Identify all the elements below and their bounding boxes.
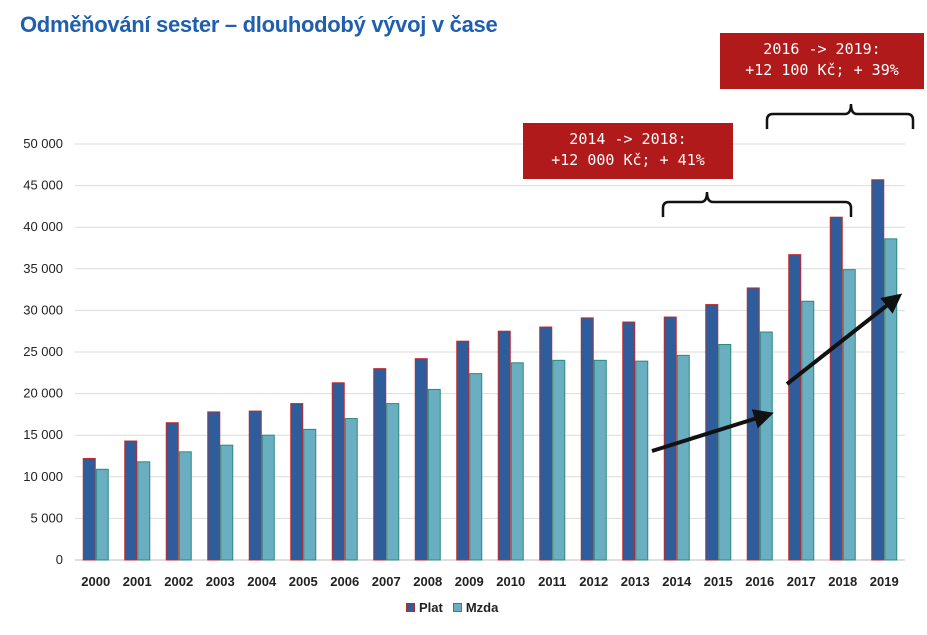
y-tick-label: 20 000 bbox=[23, 386, 63, 401]
bar-mzda bbox=[469, 373, 483, 561]
bars bbox=[82, 179, 898, 561]
callout-2016-line2: +12 100 Kč; + 39% bbox=[745, 61, 899, 79]
trend-arrow bbox=[785, 293, 903, 386]
y-tick-label: 30 000 bbox=[23, 302, 63, 317]
y-tick-label: 45 000 bbox=[23, 178, 63, 193]
bar-plat bbox=[539, 326, 553, 561]
bar-mzda bbox=[427, 388, 441, 561]
x-tick-label: 2006 bbox=[330, 574, 359, 589]
bar-plat bbox=[82, 457, 96, 561]
callout-2014-line2: +12 000 Kč; + 41% bbox=[551, 151, 705, 169]
x-tick-label: 2018 bbox=[828, 574, 857, 589]
bar-plat bbox=[746, 287, 760, 561]
legend-item-mzda: Mzda bbox=[452, 600, 499, 615]
x-tick-label: 2016 bbox=[745, 574, 774, 589]
bar-plat bbox=[788, 254, 802, 561]
bar-mzda bbox=[801, 300, 815, 561]
x-tick-label: 2007 bbox=[372, 574, 401, 589]
bar-plat bbox=[871, 179, 885, 561]
bar-plat bbox=[165, 422, 179, 561]
callout-2016-line1: 2016 -> 2019: bbox=[763, 40, 881, 58]
x-tick-label: 2000 bbox=[81, 574, 110, 589]
y-tick-label: 35 000 bbox=[23, 261, 63, 276]
x-tick-label: 2019 bbox=[870, 574, 899, 589]
x-tick-label: 2002 bbox=[164, 574, 193, 589]
x-tick-label: 2003 bbox=[206, 574, 235, 589]
y-tick-label: 40 000 bbox=[23, 219, 63, 234]
legend-label-plat: Plat bbox=[419, 600, 443, 615]
bar-mzda bbox=[220, 444, 234, 561]
trend-arrow bbox=[651, 409, 774, 453]
bar-plat bbox=[414, 358, 428, 561]
annotation-shapes bbox=[651, 103, 915, 453]
y-tick-label: 0 bbox=[56, 552, 63, 567]
bar-plat bbox=[207, 411, 221, 561]
x-tick-label: 2015 bbox=[704, 574, 733, 589]
bar-plat bbox=[124, 440, 138, 561]
gridlines bbox=[75, 143, 905, 561]
bar-mzda bbox=[178, 451, 192, 561]
bar-plat bbox=[497, 330, 511, 561]
x-tick-label: 2004 bbox=[247, 574, 277, 589]
bar-mzda bbox=[635, 360, 649, 561]
bar-mzda bbox=[510, 362, 524, 561]
bar-plat bbox=[373, 368, 387, 561]
bar-mzda bbox=[884, 238, 898, 561]
brace bbox=[765, 103, 915, 129]
callout-2014-2018: 2014 -> 2018: +12 000 Kč; + 41% bbox=[523, 123, 733, 179]
x-tick-label: 2013 bbox=[621, 574, 650, 589]
legend-label-mzda: Mzda bbox=[465, 600, 499, 615]
bar-mzda bbox=[676, 354, 690, 561]
brace bbox=[661, 191, 853, 217]
bar-plat bbox=[456, 340, 470, 561]
legend-swatch-mzda bbox=[452, 603, 462, 612]
y-tick-label: 5 000 bbox=[30, 510, 63, 525]
bar-mzda bbox=[303, 428, 317, 561]
y-tick-label: 10 000 bbox=[23, 469, 63, 484]
bar-plat bbox=[829, 216, 843, 561]
bar-mzda bbox=[344, 418, 358, 561]
y-tick-label: 50 000 bbox=[23, 136, 63, 151]
x-tick-label: 2014 bbox=[662, 574, 692, 589]
chart-title: Odměňování sester – dlouhodobý vývoj v č… bbox=[20, 12, 498, 37]
x-tick-label: 2001 bbox=[123, 574, 152, 589]
legend-swatch-plat bbox=[406, 603, 415, 612]
x-tick-label: 2005 bbox=[289, 574, 318, 589]
bar-plat bbox=[248, 410, 262, 561]
callout-2016-2019: 2016 -> 2019: +12 100 Kč; + 39% bbox=[720, 33, 924, 89]
bar-mzda bbox=[842, 269, 856, 561]
x-tick-label: 2012 bbox=[579, 574, 608, 589]
bar-mzda bbox=[718, 344, 732, 561]
bar-plat bbox=[331, 382, 345, 561]
x-axis-ticks: 2000 2001 2002 2003 2004 2005 2006 2007 2008 2009… bbox=[81, 574, 898, 589]
x-tick-label: 2017 bbox=[787, 574, 816, 589]
x-tick-label: 2009 bbox=[455, 574, 484, 589]
legend: Plat Mzda bbox=[406, 600, 508, 615]
bar-mzda bbox=[95, 468, 109, 561]
bar-mzda bbox=[137, 461, 151, 561]
bar-plat bbox=[580, 317, 594, 561]
callout-2014-line1: 2014 -> 2018: bbox=[569, 130, 687, 148]
bar-mzda bbox=[386, 403, 400, 561]
bar-plat bbox=[290, 403, 304, 561]
bar-mzda bbox=[261, 434, 275, 561]
x-tick-label: 2008 bbox=[413, 574, 442, 589]
y-axis-ticks: 0 5 000 10 000 15 000 20 000 25 000 30 000 35 0… bbox=[23, 136, 63, 567]
y-tick-label: 15 000 bbox=[23, 427, 63, 442]
bar-mzda bbox=[593, 359, 607, 561]
y-tick-label: 25 000 bbox=[23, 344, 63, 359]
bar-plat bbox=[622, 321, 636, 561]
bar-mzda bbox=[552, 359, 566, 561]
x-tick-label: 2010 bbox=[496, 574, 525, 589]
legend-item-plat: Plat bbox=[406, 600, 443, 615]
x-tick-label: 2011 bbox=[538, 574, 566, 589]
bar-plat bbox=[663, 316, 677, 561]
bar-mzda bbox=[759, 331, 773, 561]
